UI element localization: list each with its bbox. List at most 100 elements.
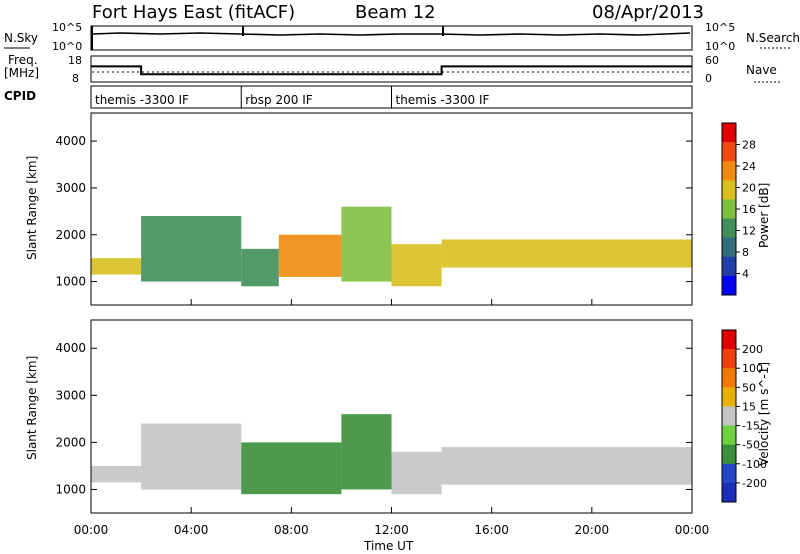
- colorbar-swatch: [722, 256, 736, 277]
- freq-label-line1: Freq.: [8, 53, 38, 67]
- beam-title: Beam 12: [355, 2, 436, 23]
- colorbar-tick-label: 16: [742, 203, 756, 216]
- velocity-ylabel: Slant Range [km]: [25, 356, 39, 460]
- colorbar-tick-label: -50: [742, 439, 760, 452]
- colorbar-swatch: [722, 406, 736, 427]
- x-tick-label: 04:00: [174, 523, 209, 537]
- echo-band: [91, 465, 142, 483]
- echo-band: [241, 248, 279, 287]
- colorbar-swatch: [722, 237, 736, 258]
- nsearch-axis-top: 10^5: [705, 21, 735, 34]
- y-tick-label: 4000: [55, 341, 86, 355]
- power-colorbar-label: Power [dB]: [757, 183, 771, 248]
- y-tick-label: 3000: [55, 388, 86, 402]
- x-tick-label: 08:00: [274, 523, 309, 537]
- power-colorbar-swatches: [722, 123, 736, 296]
- nsky-trace: [91, 32, 691, 36]
- echo-band: [441, 239, 692, 268]
- y-tick-label: 1000: [55, 275, 86, 289]
- echo-band: [441, 447, 692, 485]
- x-tick-label: 20:00: [575, 523, 610, 537]
- colorbar-tick-label: -100: [742, 458, 767, 471]
- colorbar-swatch: [722, 444, 736, 465]
- velocity-colorbar-label: Velocity [m s^-1]: [757, 362, 771, 466]
- colorbar-swatch: [722, 330, 736, 350]
- power-y-ticks: 4000 3000 2000 1000: [55, 134, 692, 289]
- nave-axis-top: 60: [705, 54, 719, 67]
- colorbar-swatch: [722, 218, 736, 239]
- colorbar-tick-label: 24: [742, 160, 756, 173]
- cpid-segment-label: themis -3300 IF: [396, 93, 490, 107]
- x-tick-label: 16:00: [474, 523, 509, 537]
- power-echo-bands: [91, 206, 692, 287]
- x-tick-label: 00:00: [675, 523, 710, 537]
- cpid-segment-label: themis -3300 IF: [95, 93, 189, 107]
- colorbar-tick-label: 15: [742, 400, 756, 413]
- echo-band: [91, 258, 142, 275]
- colorbar-swatch: [722, 180, 736, 200]
- colorbar-tick-label: 12: [742, 225, 756, 238]
- velocity-y-ticks: 4000 3000 2000 1000: [55, 341, 692, 496]
- velocity-colorbar-swatches: [722, 330, 736, 503]
- colorbar-swatch: [722, 368, 736, 388]
- x-axis-ticks: 00:00 04:00 08:00 12:00 16:00 20:00 00:00: [74, 299, 710, 537]
- y-tick-label: 2000: [55, 228, 86, 242]
- colorbar-swatch: [722, 387, 736, 407]
- y-tick-label: 4000: [55, 134, 86, 148]
- y-tick-label: 1000: [55, 482, 86, 496]
- colorbar-swatch: [722, 199, 736, 220]
- cpid-segment-label: rbsp 200 IF: [245, 93, 312, 107]
- power-ylabel: Slant Range [km]: [25, 156, 39, 260]
- echo-band: [391, 244, 442, 287]
- colorbar-tick-label: 8: [742, 246, 749, 259]
- colorbar-swatch: [722, 123, 736, 143]
- colorbar-swatch: [722, 142, 736, 162]
- y-tick-label: 2000: [55, 435, 86, 449]
- date-title: 08/Apr/2013: [592, 2, 704, 23]
- colorbar-swatch: [722, 425, 736, 446]
- x-tick-label: 00:00: [74, 523, 109, 537]
- colorbar-swatch: [722, 482, 736, 503]
- station-title: Fort Hays East (fitACF): [92, 2, 295, 23]
- colorbar-swatch: [722, 161, 736, 181]
- freq-axis-bottom: 8: [72, 72, 79, 85]
- echo-band: [341, 414, 392, 490]
- nsky-panel: [90, 25, 693, 51]
- x-tick-label: 12:00: [374, 523, 409, 537]
- power-panel: 4000 3000 2000 1000 Slant Range [km]: [25, 112, 693, 306]
- freq-trace: [91, 65, 692, 76]
- colorbar-tick-label: 200: [742, 343, 763, 356]
- power-colorbar-ticks: 28 24 20 16 12 8 4: [736, 139, 756, 281]
- freq-label-line2: [MHz]: [4, 66, 39, 80]
- velocity-panel: 4000 3000 2000 1000 Slant Range [km]: [25, 319, 693, 514]
- colorbar-tick-label: -200: [742, 477, 767, 490]
- colorbar-tick-label: 50: [742, 381, 756, 394]
- nsky-axis-top: 10^5: [52, 21, 82, 34]
- nsky-label: N.Sky: [4, 31, 38, 45]
- nave-axis-bottom: 0: [705, 72, 712, 85]
- velocity-colorbar: 200 100 50 15 -15 -50 -100 -200 Velocity [m s^-…: [721, 329, 771, 503]
- colorbar-swatch: [722, 275, 736, 296]
- colorbar-tick-label: -15: [742, 420, 760, 433]
- colorbar-swatch: [722, 463, 736, 484]
- echo-band: [141, 423, 242, 490]
- nave-label: Nave: [746, 63, 777, 77]
- cpid-segments: themis -3300 IF rbsp 200 IF themis -3300 I…: [95, 86, 490, 108]
- freq-panel: [90, 55, 693, 83]
- nsearch-axis-bottom: 10^0: [705, 40, 735, 53]
- y-tick-label: 3000: [55, 181, 86, 195]
- colorbar-tick-label: 20: [742, 182, 756, 195]
- colorbar-tick-label: 4: [742, 268, 749, 281]
- colorbar-tick-label: 100: [742, 362, 763, 375]
- velocity-echo-bands: [91, 414, 692, 495]
- echo-band: [278, 234, 342, 277]
- nsky-axis-bottom: 10^0: [52, 40, 82, 53]
- freq-axis-top: 18: [68, 54, 82, 67]
- power-colorbar: 28 24 20 16 12 8 4 Power [dB]: [721, 122, 771, 296]
- colorbar-tick-label: 28: [742, 139, 756, 152]
- velocity-colorbar-frame: [721, 329, 737, 503]
- echo-band: [341, 206, 392, 282]
- cpid-label: CPID: [4, 89, 36, 103]
